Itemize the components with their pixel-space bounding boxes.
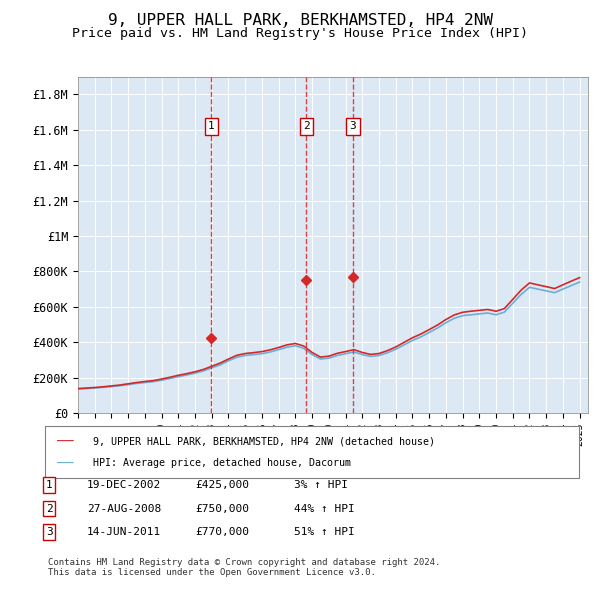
Text: 3: 3 xyxy=(350,122,356,131)
Text: HPI: Average price, detached house, Dacorum: HPI: Average price, detached house, Daco… xyxy=(93,458,351,468)
Text: £750,000: £750,000 xyxy=(195,504,249,513)
Text: 19-DEC-2002: 19-DEC-2002 xyxy=(87,480,161,490)
Text: ——: —— xyxy=(57,435,74,449)
Text: 27-AUG-2008: 27-AUG-2008 xyxy=(87,504,161,513)
Text: 1: 1 xyxy=(46,480,53,490)
Text: 3: 3 xyxy=(46,527,53,537)
Text: £770,000: £770,000 xyxy=(195,527,249,537)
Text: 9, UPPER HALL PARK, BERKHAMSTED, HP4 2NW: 9, UPPER HALL PARK, BERKHAMSTED, HP4 2NW xyxy=(107,13,493,28)
Text: 1: 1 xyxy=(208,122,215,131)
Text: 51% ↑ HPI: 51% ↑ HPI xyxy=(294,527,355,537)
Text: 44% ↑ HPI: 44% ↑ HPI xyxy=(294,504,355,513)
Text: 14-JUN-2011: 14-JUN-2011 xyxy=(87,527,161,537)
Text: 2: 2 xyxy=(303,122,310,131)
Text: 3% ↑ HPI: 3% ↑ HPI xyxy=(294,480,348,490)
Text: ——: —— xyxy=(57,457,74,470)
Text: 2: 2 xyxy=(46,504,53,513)
Text: Contains HM Land Registry data © Crown copyright and database right 2024.
This d: Contains HM Land Registry data © Crown c… xyxy=(48,558,440,577)
Text: Price paid vs. HM Land Registry's House Price Index (HPI): Price paid vs. HM Land Registry's House … xyxy=(72,27,528,40)
Text: 9, UPPER HALL PARK, BERKHAMSTED, HP4 2NW (detached house): 9, UPPER HALL PARK, BERKHAMSTED, HP4 2NW… xyxy=(93,437,435,447)
Text: £425,000: £425,000 xyxy=(195,480,249,490)
